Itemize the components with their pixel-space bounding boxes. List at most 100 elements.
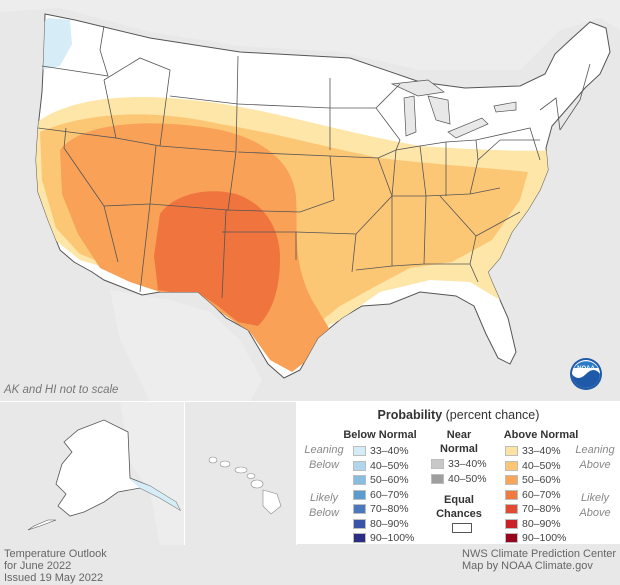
below-legend-swatch: [353, 460, 366, 471]
above-legend-swatch: [505, 446, 518, 456]
above-legend-row: 50–60%: [505, 474, 561, 486]
below-legend-row: 33–40%: [353, 445, 409, 457]
zone-below-33-40: [36, 18, 72, 70]
alaska-map: [0, 402, 184, 545]
below-legend-swatch: [353, 475, 366, 485]
below-legend-swatch: [353, 504, 366, 514]
footer-credit-cpc: NWS Climate Prediction Center: [462, 548, 617, 560]
lake-michigan: [403, 95, 417, 137]
lake-ontario: [493, 101, 517, 113]
above-normal-header: Above Normal: [503, 429, 579, 441]
equal-chances-line1: Equal: [444, 494, 474, 506]
likely-above-line2: Above: [579, 507, 611, 519]
below-legend-label: 90–100%: [370, 532, 415, 544]
aleutian-islands: [27, 519, 57, 531]
noaa-logo: NOAA: [570, 358, 602, 390]
hawaii-map: [185, 402, 296, 545]
near-legend-label: 40–50%: [448, 472, 487, 485]
footer-outlook-info: Temperature Outlook for June 2022 Issued…: [4, 548, 107, 584]
footer-issued-date: Issued 19 May 2022: [4, 572, 104, 584]
lake-superior: [390, 79, 445, 97]
probability-zones: [36, 18, 580, 372]
above-legend-label: 50–60%: [522, 474, 561, 486]
below-legend-swatch: [353, 518, 366, 529]
equal-chances-label: Equal Chances: [429, 493, 489, 521]
alaska-inset: [0, 401, 185, 545]
above-legend-row: 33–40%: [505, 445, 561, 457]
footer-outlook-period: for June 2022: [4, 560, 72, 572]
lake-huron: [427, 95, 451, 125]
near-legend-swatch: [431, 459, 444, 469]
above-legend-label: 70–80%: [522, 503, 561, 515]
state-borders: [37, 25, 591, 299]
canada-landmass: [0, 0, 620, 70]
below-normal-header: Below Normal: [343, 429, 417, 441]
below-legend-row: 70–80%: [353, 503, 409, 515]
equal-chances-swatch: [452, 523, 472, 533]
above-legend-label: 33–40%: [522, 445, 561, 457]
leaning-below-line2: Below: [309, 459, 339, 471]
likely-below-label: Likely Below: [301, 491, 347, 521]
above-legend-swatch: [505, 475, 518, 485]
legend-title-bold: Probability: [377, 408, 443, 422]
below-legend-label: 33–40%: [370, 445, 409, 457]
below-legend-label: 80–90%: [370, 517, 409, 530]
above-legend-label: 90–100%: [522, 532, 567, 544]
below-legend-swatch: [353, 489, 366, 500]
above-legend-swatch: [505, 533, 518, 543]
below-legend-row: 40–50%: [353, 460, 409, 472]
likely-above-label: Likely Above: [571, 491, 619, 521]
alaska-below-33-40: [128, 478, 180, 510]
below-legend-label: 50–60%: [370, 474, 409, 486]
below-legend-row: 50–60%: [353, 474, 409, 486]
below-legend-row: 60–70%: [353, 489, 409, 501]
hawaii-inset: [185, 401, 297, 545]
above-legend-row: 60–70%: [505, 489, 561, 501]
footer-credit-map: Map by NOAA Climate.gov: [462, 560, 593, 572]
footer-outlook-title: Temperature Outlook: [4, 548, 107, 560]
above-legend-label: 80–90%: [522, 517, 561, 530]
legend-title-rest: (percent chance): [445, 408, 540, 422]
above-legend-row: 80–90%: [505, 518, 561, 530]
below-legend-label: 70–80%: [370, 503, 409, 515]
canada-inset: [120, 402, 184, 545]
equal-chances-line2: Chances: [436, 508, 482, 520]
below-legend-swatch: [353, 533, 366, 543]
above-legend-swatch: [505, 460, 518, 471]
lake-erie: [447, 117, 489, 139]
leaning-below-label: Leaning Below: [301, 443, 347, 473]
near-normal-header: Near Normal: [429, 428, 489, 456]
near-legend-row: 33–40%: [431, 458, 487, 470]
legend-title: Probability (percent chance): [297, 408, 620, 422]
near-normal-header-line1: Near: [446, 429, 472, 441]
above-legend-row: 40–50%: [505, 460, 561, 472]
likely-below-line1: Likely: [309, 492, 339, 504]
below-legend-label: 40–50%: [370, 459, 409, 472]
leaning-above-label: Leaning Above: [571, 443, 619, 473]
above-legend-row: 70–80%: [505, 503, 561, 515]
above-legend-label: 60–70%: [522, 488, 561, 501]
probability-legend: Probability (percent chance) Below Norma…: [297, 401, 620, 544]
near-legend-swatch: [431, 473, 444, 484]
likely-above-line1: Likely: [580, 492, 610, 504]
below-legend-swatch: [353, 446, 366, 456]
likely-below-line2: Below: [309, 507, 339, 519]
above-legend-swatch: [505, 518, 518, 529]
leaning-below-line1: Leaning: [304, 444, 344, 456]
above-legend-swatch: [505, 489, 518, 500]
leaning-above-line2: Above: [579, 459, 611, 471]
above-legend-swatch: [505, 504, 518, 514]
outlook-map: NOAA: [0, 0, 620, 390]
noaa-logo-text: NOAA: [577, 366, 595, 372]
below-legend-row: 90–100%: [353, 532, 414, 544]
near-normal-header-line2: Normal: [440, 443, 478, 455]
above-legend-label: 40–50%: [522, 459, 561, 472]
below-legend-label: 60–70%: [370, 488, 409, 501]
leaning-above-line1: Leaning: [575, 444, 615, 456]
below-legend-row: 80–90%: [353, 518, 409, 530]
above-legend-row: 90–100%: [505, 532, 566, 544]
scale-note: AK and HI not to scale: [4, 384, 119, 396]
near-legend-row: 40–50%: [431, 473, 487, 485]
near-legend-label: 33–40%: [448, 458, 487, 470]
footer-credits: NWS Climate Prediction Center Map by NOA…: [462, 548, 616, 572]
